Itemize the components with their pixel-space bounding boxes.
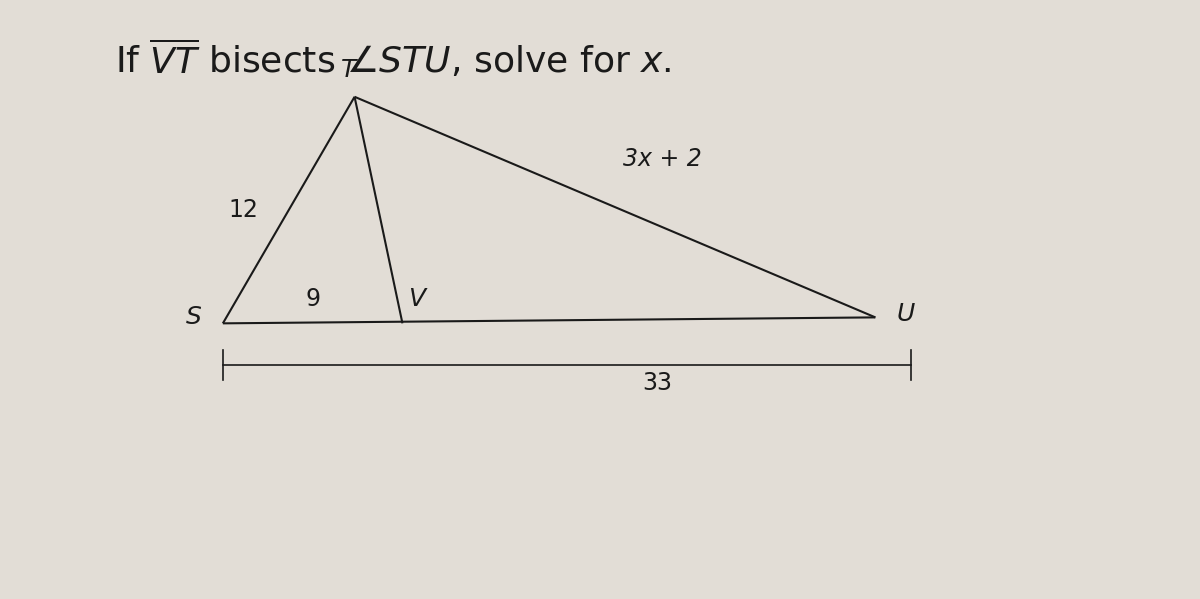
Text: S: S bbox=[186, 305, 202, 329]
Text: 9: 9 bbox=[305, 288, 320, 311]
Text: U: U bbox=[896, 302, 916, 326]
Text: 12: 12 bbox=[229, 198, 259, 222]
Text: V: V bbox=[408, 288, 426, 311]
Text: If $\overline{\mathit{VT}}$ bisects $\angle \mathit{STU}$, solve for $\mathit{x}: If $\overline{\mathit{VT}}$ bisects $\an… bbox=[115, 37, 672, 80]
Text: T: T bbox=[341, 58, 356, 82]
Text: 33: 33 bbox=[642, 371, 672, 395]
Text: 3x + 2: 3x + 2 bbox=[624, 147, 702, 171]
